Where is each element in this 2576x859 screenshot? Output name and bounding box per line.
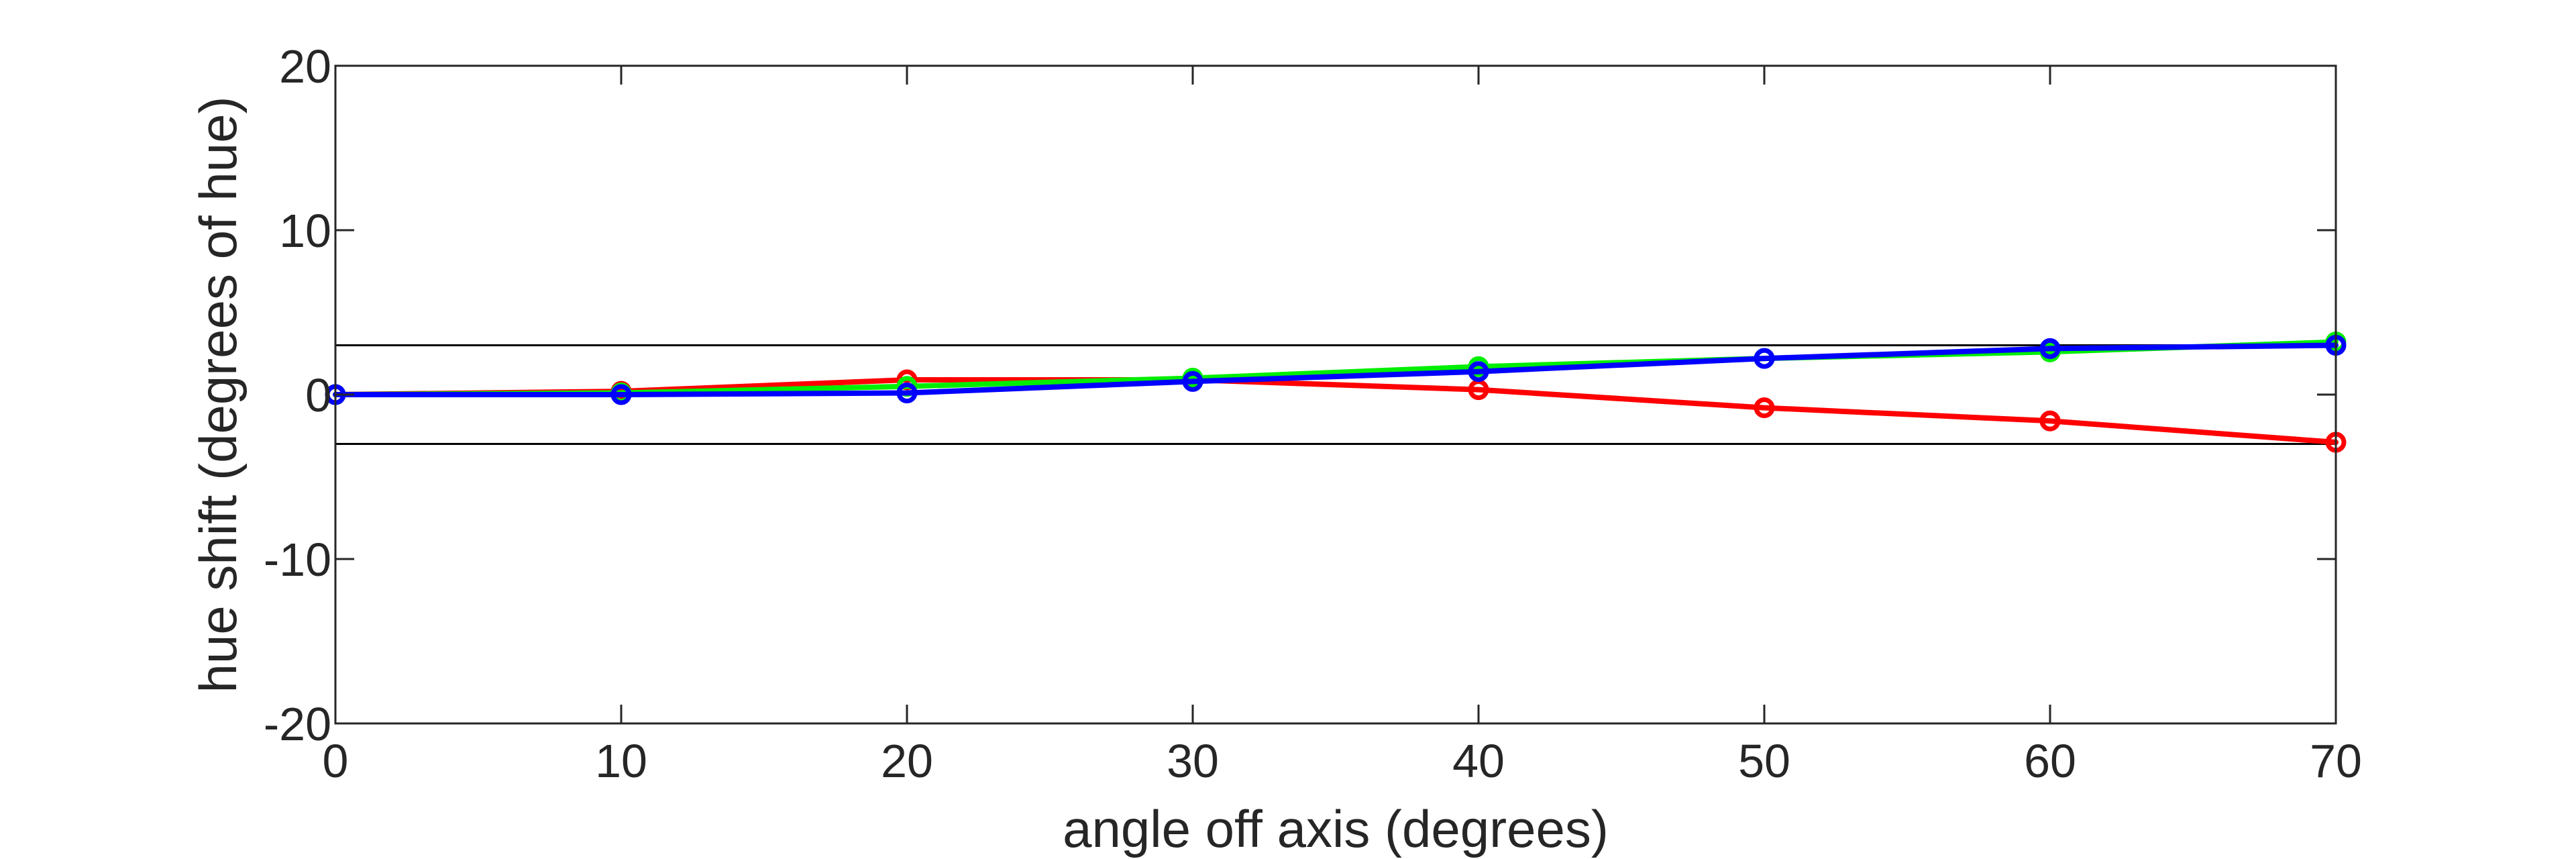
x-tick-label: 50 [1738,735,1790,787]
y-tick-label: -10 [264,534,331,586]
series-layer [325,332,2347,453]
data-point [1754,348,1775,369]
x-tick-label: 30 [1167,735,1219,787]
x-tick-label: 20 [881,735,933,787]
data-point [2039,338,2061,359]
x-tick-label: 40 [1452,735,1505,787]
x-tick-labels: 0 10 20 30 40 50 60 70 [323,735,2362,787]
x-tick-label: 60 [2024,735,2076,787]
y-axis-label: hue shift (degrees of hue) [189,97,248,693]
data-point [2039,410,2061,432]
y-tick-label: 20 [279,40,331,93]
x-tick-label: 70 [2310,735,2362,787]
data-point [1468,361,1489,383]
x-axis-label: angle off axis (degrees) [1063,799,1609,858]
data-point [1754,397,1775,419]
y-tick-label: -20 [264,698,331,750]
y-tick-labels: -20 -10 0 10 20 [264,40,331,750]
reference-lines [335,344,2336,445]
y-tick-label: 10 [279,205,331,257]
x-tick-label: 0 [323,735,349,787]
data-point [896,383,918,404]
x-tick-label: 10 [595,735,647,787]
y-tick-label: 0 [305,369,331,421]
series-line-3 [333,342,2339,397]
data-point [610,384,632,405]
data-point [1182,370,1203,392]
tick-marks [334,64,2337,725]
